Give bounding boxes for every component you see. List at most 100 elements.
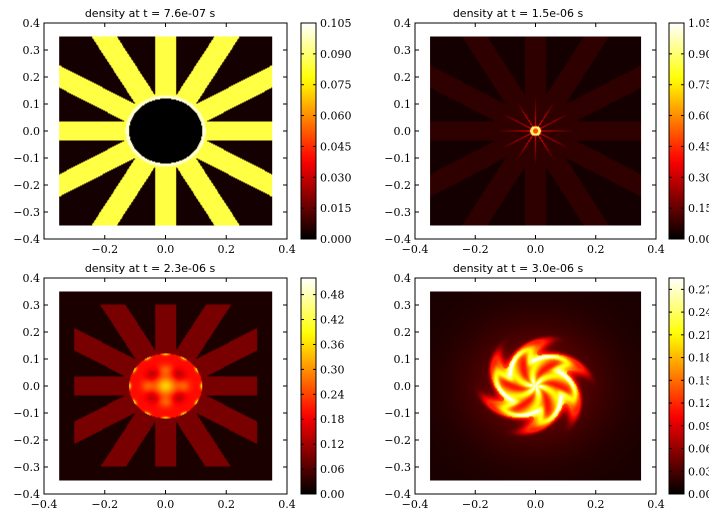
y-tick-label: −0.3 — [384, 206, 411, 219]
colorbar-tick-label: 0.75 — [688, 79, 709, 92]
colorbar-tick-label: 0.030 — [320, 171, 352, 184]
density-map — [430, 36, 642, 226]
y-tick-label: 0.3 — [23, 44, 41, 57]
panel-title: density at t = 2.3e-06 s — [85, 262, 216, 275]
x-tick-label: 0.0 — [157, 243, 175, 256]
x-tick-label: −0.2 — [91, 498, 118, 510]
colorbar-tick-label: 0.27 — [688, 283, 709, 296]
y-tick-label: −0.2 — [13, 434, 40, 447]
y-tick-label: 0.4 — [394, 17, 412, 30]
x-tick-label: 0.4 — [278, 498, 296, 510]
x-tick-label: 0.4 — [647, 498, 665, 510]
colorbar-tick-label: 0.24 — [320, 388, 345, 401]
x-tick-label: 0.2 — [587, 498, 605, 510]
colorbar-tick-label: 0.06 — [688, 443, 709, 456]
x-tick-label: 0.0 — [527, 243, 545, 256]
colorbar-tick-label: 0.03 — [688, 465, 709, 478]
panel-3: density at t = 2.3e-06 s −0.4 −0.3 −0.2 −0.1… — [13, 262, 344, 510]
y-tick-label: −0.3 — [13, 206, 40, 219]
x-tick-label: −0.2 — [462, 243, 489, 256]
y-tick-label: 0.4 — [23, 272, 41, 285]
y-tick-label: 0.4 — [394, 272, 412, 285]
colorbar-tick-label: 0.30 — [320, 363, 345, 376]
colorbar — [300, 277, 317, 495]
y-tick-label: −0.3 — [384, 461, 411, 474]
y-tick-label: 0.0 — [23, 380, 41, 393]
density-map — [59, 36, 273, 226]
y-tick-label: 0.1 — [23, 98, 41, 111]
y-tick-label: 0.1 — [23, 353, 41, 366]
x-tick-label: 0.2 — [587, 243, 605, 256]
y-tick-label: 0.2 — [23, 71, 41, 84]
colorbar-tick-label: 0.00 — [320, 488, 345, 501]
x-tick-label: −0.2 — [91, 243, 118, 256]
x-tick-label: −0.4 — [402, 243, 429, 256]
colorbar-tick-label: 0.36 — [320, 338, 345, 351]
colorbar-tick-label: 0.045 — [320, 140, 352, 153]
x-tick-label: −0.4 — [402, 498, 429, 510]
panel-title: density at t = 7.6e-07 s — [85, 7, 216, 20]
x-tick-label: 0.4 — [278, 243, 296, 256]
y-tick-label: 0.1 — [394, 353, 412, 366]
y-tick-label: 0.3 — [394, 44, 412, 57]
colorbar-tick-label: 0.15 — [688, 202, 709, 215]
colorbar-tick-label: 0.00 — [688, 488, 709, 501]
panel-2: density at t = 1.5e-06 s −0.4 −0.3 −0.2 −0.1… — [384, 7, 709, 256]
y-tick-label: −0.2 — [384, 434, 411, 447]
colorbar-tick-label: 0.60 — [688, 110, 709, 123]
x-tick-label: 0.4 — [647, 243, 665, 256]
y-tick-label: −0.2 — [384, 179, 411, 192]
colorbar-tick-label: 0.06 — [320, 463, 345, 476]
colorbar-tick-label: 0.48 — [320, 289, 345, 302]
y-tick-label: 0.4 — [23, 17, 41, 30]
x-tick-label: 0.2 — [218, 243, 236, 256]
y-tick-label: −0.4 — [13, 233, 40, 246]
y-tick-label: 0.3 — [394, 299, 412, 312]
colorbar-tick-label: 0.00 — [688, 233, 709, 246]
colorbar-tick-label: 0.42 — [320, 314, 345, 327]
y-tick-label: 0.0 — [23, 125, 41, 138]
colorbar-tick-label: 0.090 — [320, 48, 352, 61]
panel-4: density at t = 3.0e-06 s −0.4 −0.3 −0.2 −0.1… — [384, 262, 709, 510]
colorbar-tick-label: 0.12 — [320, 438, 345, 451]
y-tick-label: 0.0 — [394, 380, 412, 393]
y-tick-label: −0.1 — [13, 152, 40, 165]
panel-1: density at t = 7.6e-07 s −0.4 −0.3 −0.2 −0.1… — [13, 7, 351, 256]
y-tick-label: −0.4 — [384, 488, 411, 501]
colorbar-tick-label: 0.015 — [320, 202, 352, 215]
colorbar-tick-label: 0.060 — [320, 110, 352, 123]
colorbar-tick-label: 0.45 — [688, 140, 709, 153]
density-map — [59, 291, 273, 481]
panel-title: density at t = 1.5e-06 s — [453, 7, 584, 20]
colorbar — [300, 22, 317, 240]
y-tick-label: 0.0 — [394, 125, 412, 138]
x-tick-label: −0.2 — [462, 498, 489, 510]
y-tick-label: 0.2 — [394, 71, 412, 84]
y-tick-label: 0.3 — [23, 299, 41, 312]
x-tick-label: 0.0 — [157, 498, 175, 510]
y-tick-label: −0.3 — [13, 461, 40, 474]
colorbar-tick-label: 0.18 — [320, 413, 345, 426]
y-tick-label: 0.1 — [394, 98, 412, 111]
colorbar-tick-label: 0.000 — [320, 233, 352, 246]
colorbar-tick-label: 0.075 — [320, 79, 352, 92]
colorbar-tick-label: 0.15 — [688, 374, 709, 387]
panel-title: density at t = 3.0e-06 s — [453, 262, 584, 275]
y-tick-label: −0.4 — [13, 488, 40, 501]
y-tick-label: −0.1 — [13, 407, 40, 420]
colorbar-tick-label: 0.18 — [688, 352, 709, 365]
colorbar — [668, 22, 685, 240]
y-tick-label: −0.2 — [13, 179, 40, 192]
x-tick-label: 0.0 — [527, 498, 545, 510]
colorbar-tick-label: 0.24 — [688, 306, 709, 319]
colorbar-tick-label: 0.12 — [688, 397, 709, 410]
colorbar-tick-label: 0.30 — [688, 171, 709, 184]
y-tick-label: 0.2 — [23, 326, 41, 339]
colorbar-tick-label: 0.21 — [688, 329, 709, 342]
colorbar — [668, 277, 685, 495]
colorbar-tick-label: 0.90 — [688, 48, 709, 61]
y-tick-label: −0.1 — [384, 152, 411, 165]
x-tick-label: −0.4 — [31, 498, 58, 510]
colorbar-tick-label: 1.05 — [688, 17, 709, 30]
